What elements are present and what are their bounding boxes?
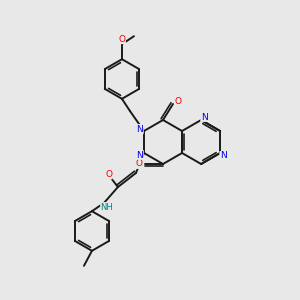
Text: N: N [136, 124, 143, 134]
Text: O: O [136, 160, 142, 169]
Text: NH: NH [100, 202, 113, 211]
Text: O: O [118, 35, 125, 44]
Text: N: N [220, 152, 226, 160]
Text: N: N [136, 151, 143, 160]
Text: O: O [105, 170, 112, 179]
Text: O: O [175, 97, 182, 106]
Text: N: N [201, 112, 208, 122]
